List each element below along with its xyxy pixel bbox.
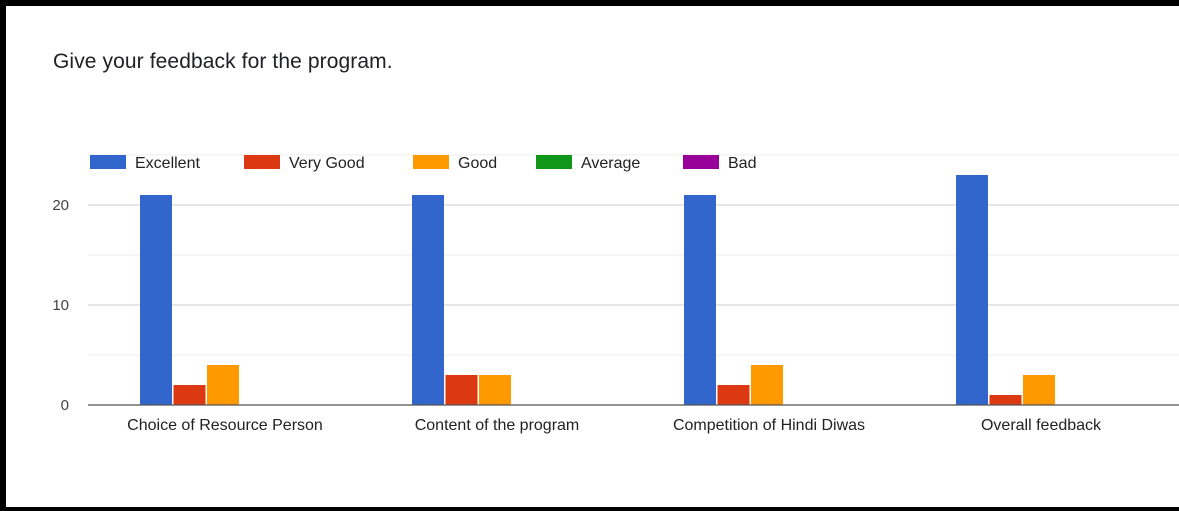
category-label: Overall feedback — [981, 417, 1102, 434]
legend-label: Excellent — [135, 155, 200, 172]
bar-excellent — [412, 195, 444, 405]
legend-swatch — [90, 155, 126, 169]
category-label: Content of the program — [415, 417, 580, 434]
y-axis-ticks: 0 10 20 — [52, 197, 69, 414]
legend-swatch — [536, 155, 572, 169]
legend-label: Very Good — [289, 155, 365, 172]
bar-very-good — [173, 385, 206, 405]
bar-excellent — [140, 195, 172, 405]
bar-very-good — [989, 395, 1022, 405]
legend-label: Good — [458, 155, 497, 172]
bar-excellent — [956, 175, 988, 405]
y-tick-label: 0 — [61, 397, 69, 414]
x-axis-labels: Choice of Resource Person Content of the … — [127, 417, 1102, 434]
bar-excellent — [684, 195, 716, 405]
legend-swatch — [683, 155, 719, 169]
category-label: Choice of Resource Person — [127, 417, 323, 434]
bar-very-good — [717, 385, 750, 405]
bar-good — [207, 365, 239, 405]
question-title: Give your feedback for the program. — [53, 50, 393, 73]
bars — [140, 175, 1055, 405]
gridlines — [88, 154, 1179, 356]
bar-good — [751, 365, 783, 405]
bar-good — [1023, 375, 1055, 405]
legend: Excellent Very Good Good Average Bad — [90, 155, 756, 172]
y-tick-label: 10 — [52, 297, 69, 314]
legend-label: Bad — [728, 155, 756, 172]
legend-label: Average — [581, 155, 640, 172]
legend-swatch — [413, 155, 449, 169]
bar-very-good — [445, 375, 478, 405]
category-label: Competition of Hindi Diwas — [673, 417, 865, 434]
legend-swatch — [244, 155, 280, 169]
y-tick-label: 20 — [52, 197, 69, 214]
bar-good — [479, 375, 511, 405]
